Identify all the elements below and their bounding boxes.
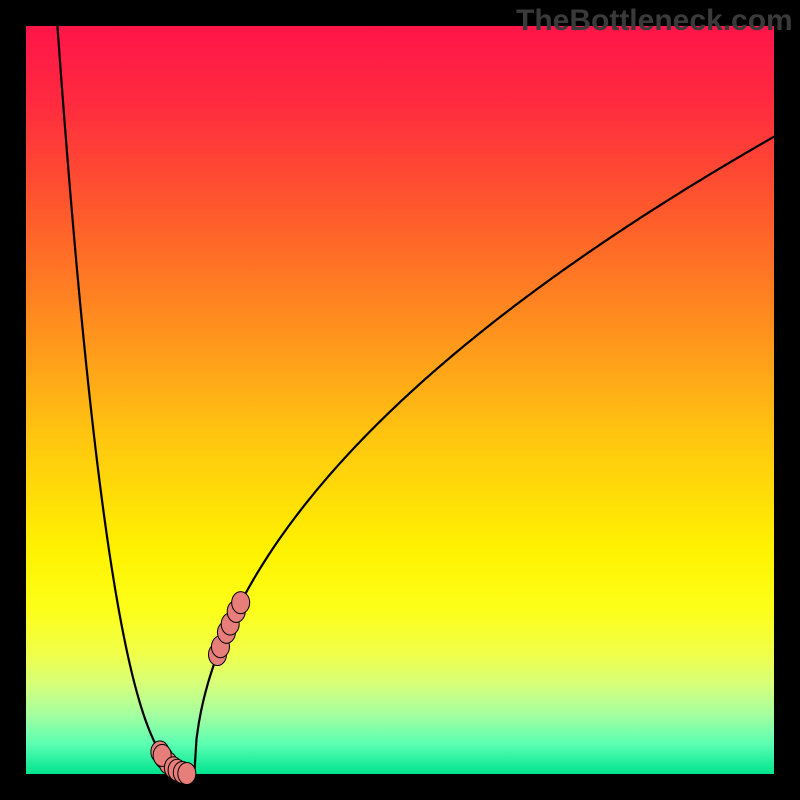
data-dot bbox=[232, 592, 250, 614]
plot-background bbox=[26, 26, 774, 774]
watermark-text: TheBottleneck.com bbox=[516, 4, 793, 38]
chart-container: TheBottleneck.com bbox=[0, 0, 800, 800]
data-dot bbox=[178, 763, 196, 785]
chart-svg bbox=[0, 0, 800, 800]
